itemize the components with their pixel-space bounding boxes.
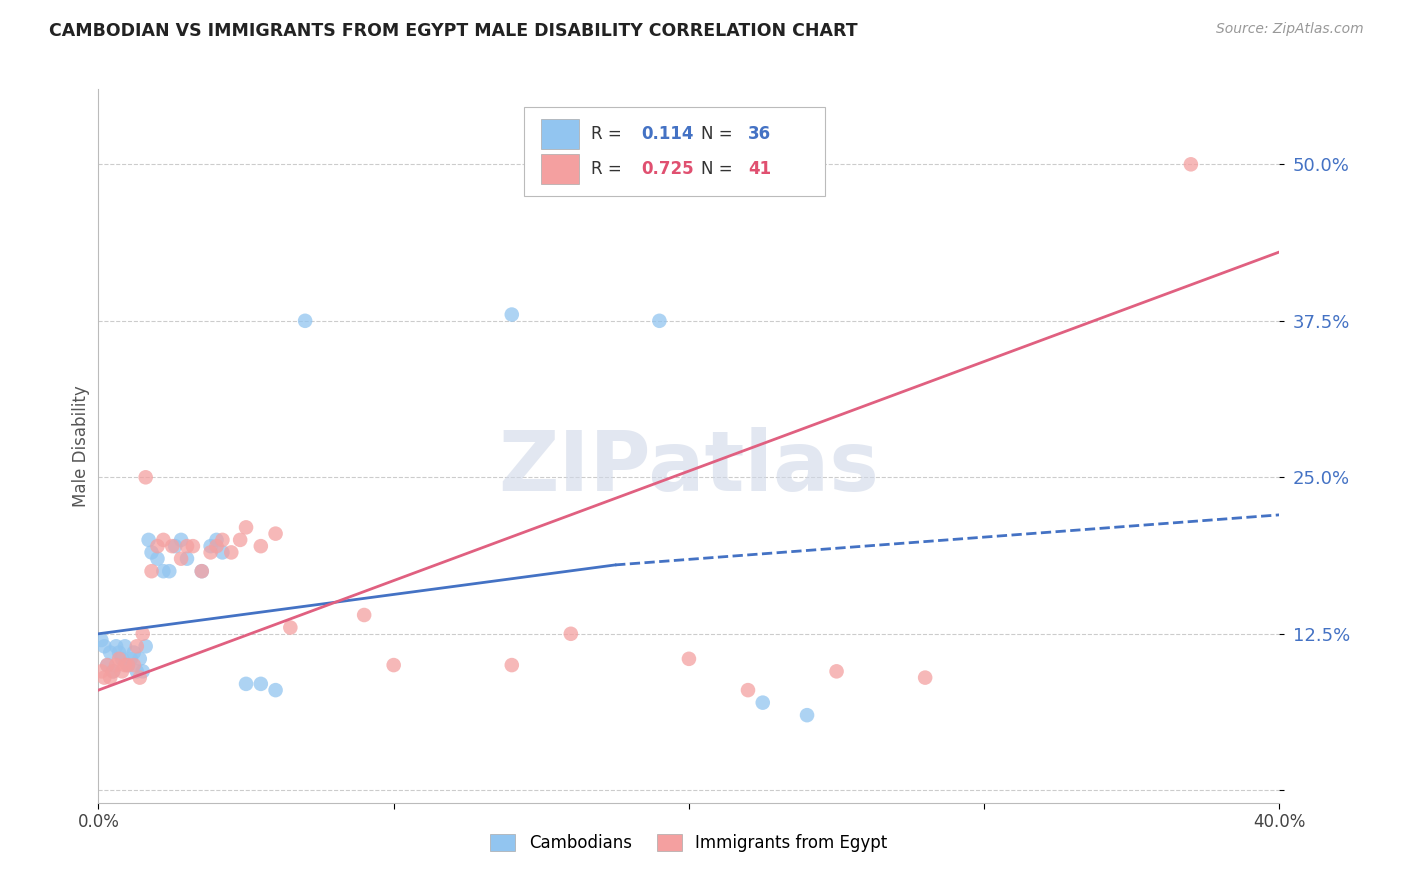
Point — [165, 539, 187, 553]
Point — [122, 658, 145, 673]
Point — [135, 470, 157, 484]
Point — [128, 671, 150, 685]
Point — [191, 564, 214, 578]
Point — [103, 665, 125, 679]
Point — [211, 533, 233, 547]
Point — [200, 539, 222, 553]
Point — [108, 652, 131, 666]
FancyBboxPatch shape — [541, 154, 579, 184]
Point — [280, 621, 302, 635]
Point — [96, 658, 118, 673]
Point — [111, 652, 134, 666]
Point — [162, 539, 183, 553]
Point — [211, 545, 233, 559]
Point — [152, 533, 174, 547]
Point — [294, 314, 316, 328]
Point — [157, 564, 180, 578]
Point — [117, 658, 139, 673]
FancyBboxPatch shape — [541, 120, 579, 149]
Point — [737, 683, 759, 698]
Point — [235, 520, 257, 534]
Point — [108, 646, 131, 660]
FancyBboxPatch shape — [523, 107, 825, 196]
Point — [250, 677, 273, 691]
Point — [90, 633, 112, 648]
Y-axis label: Male Disability: Male Disability — [72, 385, 90, 507]
Text: N =: N = — [700, 161, 733, 178]
Point — [235, 677, 257, 691]
Point — [105, 658, 128, 673]
Point — [501, 308, 523, 322]
Point — [138, 533, 160, 547]
Point — [90, 665, 112, 679]
Point — [264, 683, 287, 698]
Point — [98, 671, 121, 685]
Text: Source: ZipAtlas.com: Source: ZipAtlas.com — [1216, 22, 1364, 37]
Point — [111, 665, 134, 679]
Point — [181, 539, 204, 553]
Point — [250, 539, 273, 553]
Point — [146, 539, 169, 553]
Point — [114, 640, 136, 654]
Point — [176, 551, 198, 566]
Point — [105, 640, 128, 654]
Point — [205, 533, 228, 547]
Text: 41: 41 — [748, 161, 770, 178]
Point — [825, 665, 848, 679]
Point — [796, 708, 818, 723]
Point — [353, 607, 375, 622]
Point — [648, 314, 671, 328]
Point — [221, 545, 243, 559]
Point — [125, 640, 148, 654]
Point — [205, 539, 228, 553]
Point — [141, 545, 163, 559]
Text: N =: N = — [700, 125, 733, 143]
Point — [93, 671, 115, 685]
Point — [122, 646, 145, 660]
Point — [560, 627, 582, 641]
Point — [114, 658, 136, 673]
Point — [752, 696, 775, 710]
Point — [132, 627, 155, 641]
Legend: Cambodians, Immigrants from Egypt: Cambodians, Immigrants from Egypt — [484, 827, 894, 859]
Point — [678, 652, 700, 666]
Point — [120, 652, 142, 666]
Point — [229, 533, 252, 547]
Point — [501, 658, 523, 673]
Point — [152, 564, 174, 578]
Point — [125, 665, 148, 679]
Point — [141, 564, 163, 578]
Text: CAMBODIAN VS IMMIGRANTS FROM EGYPT MALE DISABILITY CORRELATION CHART: CAMBODIAN VS IMMIGRANTS FROM EGYPT MALE … — [49, 22, 858, 40]
Point — [176, 539, 198, 553]
Point — [191, 564, 214, 578]
Point — [135, 640, 157, 654]
Text: ZIPatlas: ZIPatlas — [499, 427, 879, 508]
Point — [128, 652, 150, 666]
Point — [93, 640, 115, 654]
Text: R =: R = — [591, 125, 621, 143]
Text: 0.725: 0.725 — [641, 161, 695, 178]
Point — [170, 551, 193, 566]
Point — [264, 526, 287, 541]
Point — [132, 665, 155, 679]
Point — [103, 665, 125, 679]
Point — [96, 658, 118, 673]
Text: 36: 36 — [748, 125, 770, 143]
Point — [382, 658, 405, 673]
Text: 0.114: 0.114 — [641, 125, 695, 143]
Point — [98, 646, 121, 660]
Point — [146, 551, 169, 566]
Text: R =: R = — [591, 161, 621, 178]
Point — [914, 671, 936, 685]
Point — [170, 533, 193, 547]
Point — [117, 658, 139, 673]
Point — [200, 545, 222, 559]
Point — [1180, 157, 1202, 171]
